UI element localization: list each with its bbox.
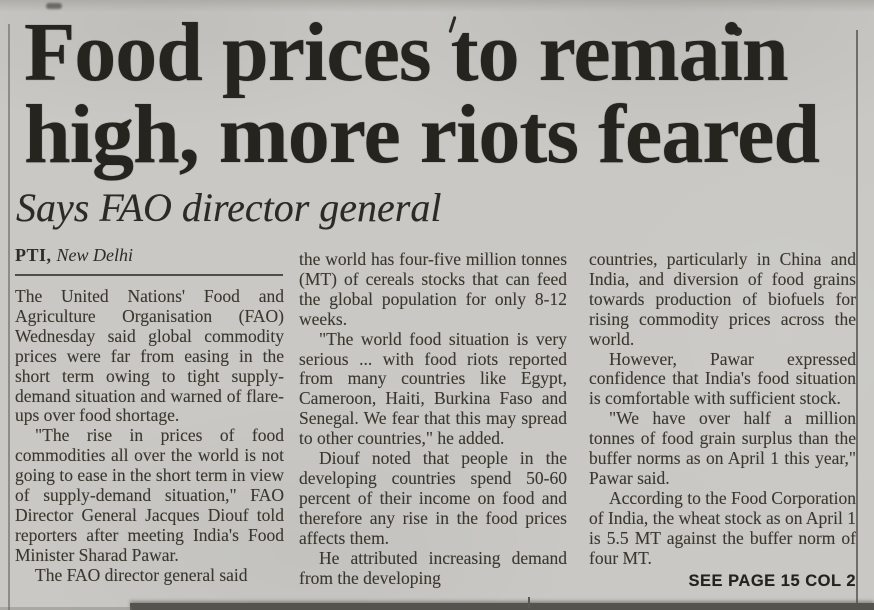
body-paragraph: According to the Food Corporation of Ind… (589, 487, 856, 568)
bottom-edge-rule (130, 603, 874, 610)
bottom-edge-rule-light (0, 607, 132, 610)
right-column-rule (856, 30, 858, 610)
article-column-3: countries, particularly in China and Ind… (589, 250, 856, 610)
body-paragraph: He attributed increasing demand from the… (299, 547, 567, 588)
scan-speck (46, 3, 62, 9)
headline-line-1: Food prices to remain (24, 6, 789, 99)
article-column-1: The United Nations' Food and Agriculture… (15, 287, 284, 610)
body-paragraph: The United Nations' Food and Agriculture… (15, 287, 284, 426)
article-column-2: the world has four-five million tonnes (… (299, 250, 567, 610)
body-paragraph: Diouf noted that people in the developin… (299, 448, 567, 548)
headline: Food prices to remain high, more riots f… (24, 6, 860, 181)
body-paragraph: countries, particularly in China and Ind… (589, 250, 856, 349)
continuation-note: SEE PAGE 15 COL 2 (688, 571, 856, 590)
byline: PTI, New Delhi (15, 245, 283, 276)
left-column-rule (8, 24, 10, 610)
byline-location: New Delhi (56, 245, 134, 265)
body-paragraph: However, Pawar expressed confidence that… (589, 348, 856, 409)
body-paragraph: the world has four-five million tonnes (… (299, 250, 567, 329)
body-paragraph: "We have over half a million tonnes of f… (589, 408, 856, 488)
body-paragraph: "The rise in prices of food commodities … (15, 425, 284, 565)
scan-speck (733, 27, 742, 36)
body-paragraph: The FAO director general said (35, 564, 248, 585)
byline-agency: PTI, (15, 245, 52, 265)
headline-line-2: high, more riots feared (24, 88, 820, 181)
body-paragraph: "The world food situation is very seriou… (299, 328, 567, 449)
scan-speck (311, 27, 319, 35)
scan-edge-shade (0, 0, 874, 12)
subheadline: Says FAO director general (16, 185, 442, 230)
column-divider-tick (528, 597, 530, 608)
